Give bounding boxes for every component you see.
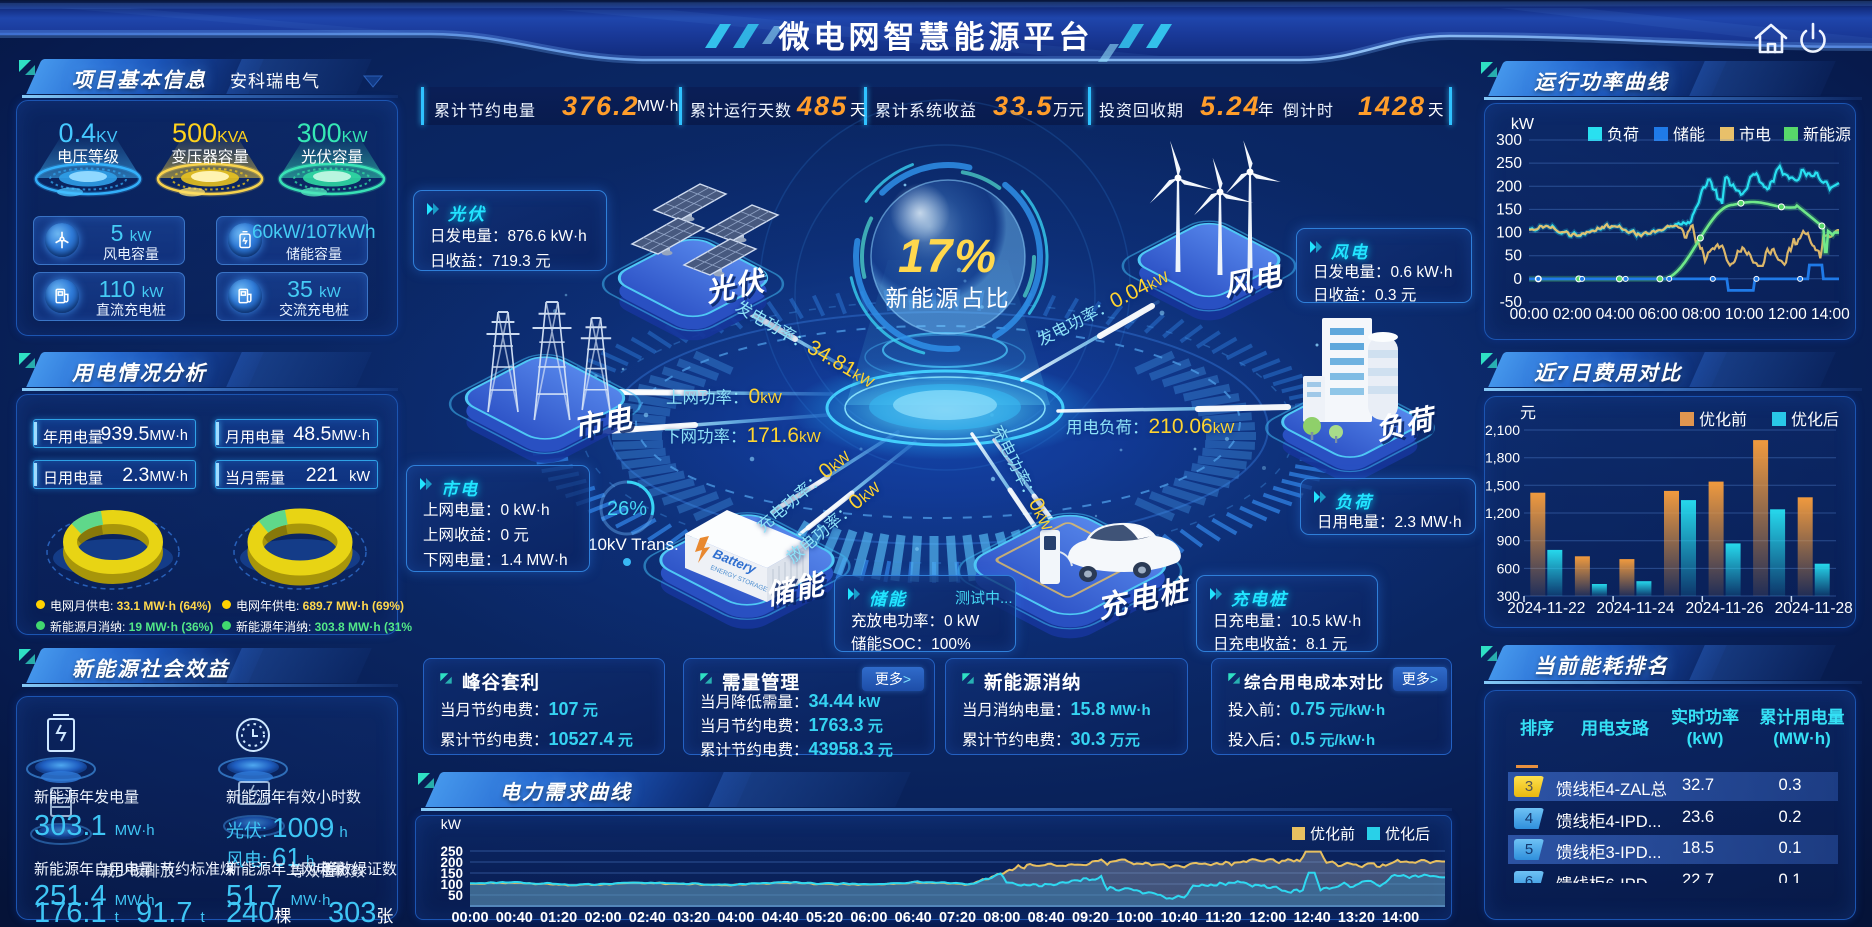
- svg-text:06:00: 06:00: [850, 910, 887, 926]
- svg-text:300: 300: [1497, 588, 1521, 604]
- svg-text:26%: 26%: [607, 498, 647, 520]
- svg-text:250: 250: [440, 844, 463, 859]
- svg-text:负荷: 负荷: [1607, 126, 1639, 144]
- svg-text:04:00: 04:00: [1596, 306, 1635, 323]
- svg-text:04:00: 04:00: [717, 910, 754, 926]
- svg-text:08:00: 08:00: [1682, 306, 1721, 323]
- svg-text:17%: 17%: [898, 229, 998, 282]
- svg-text:-50: -50: [1500, 294, 1523, 311]
- svg-text:10:00: 10:00: [1116, 910, 1153, 926]
- svg-text:50: 50: [1505, 248, 1523, 265]
- svg-text:200: 200: [440, 855, 463, 870]
- svg-text:200: 200: [1496, 178, 1522, 195]
- svg-text:600: 600: [1497, 560, 1521, 576]
- svg-text:01:20: 01:20: [540, 910, 577, 926]
- svg-text:微电网智慧能源平台: 微电网智慧能源平台: [778, 20, 1094, 55]
- svg-text:09:20: 09:20: [1072, 910, 1109, 926]
- svg-text:12:00: 12:00: [1249, 910, 1286, 926]
- svg-text:00:40: 00:40: [496, 910, 533, 926]
- svg-text:07:20: 07:20: [939, 910, 976, 926]
- svg-text:储能: 储能: [1673, 126, 1705, 144]
- svg-text:2024-11-24: 2024-11-24: [1596, 600, 1675, 617]
- svg-text:00:00: 00:00: [451, 910, 488, 926]
- svg-text:市电: 市电: [1739, 126, 1771, 144]
- svg-text:900: 900: [1497, 533, 1521, 549]
- svg-text:06:00: 06:00: [1639, 306, 1678, 323]
- svg-text:元: 元: [1520, 405, 1536, 422]
- svg-text:优化前: 优化前: [1699, 411, 1747, 429]
- svg-text:150: 150: [1496, 201, 1522, 218]
- svg-text:优化后: 优化后: [1791, 411, 1839, 429]
- svg-text:04:40: 04:40: [762, 910, 799, 926]
- svg-text:00:00: 00:00: [1510, 306, 1549, 323]
- svg-text:300: 300: [1496, 132, 1522, 149]
- svg-text:新能源: 新能源: [1803, 126, 1851, 144]
- svg-text:13:20: 13:20: [1338, 910, 1375, 926]
- svg-text:12:40: 12:40: [1294, 910, 1331, 926]
- svg-text:优化后: 优化后: [1385, 826, 1430, 843]
- svg-text:kW: kW: [1511, 116, 1535, 133]
- svg-text:03:20: 03:20: [673, 910, 710, 926]
- svg-text:02:40: 02:40: [629, 910, 666, 926]
- svg-text:50: 50: [448, 888, 463, 903]
- svg-text:05:20: 05:20: [806, 910, 843, 926]
- svg-text:2024-11-28: 2024-11-28: [1775, 600, 1853, 617]
- svg-text:100: 100: [440, 877, 463, 892]
- svg-text:12:00: 12:00: [1768, 306, 1807, 323]
- svg-text:14:00: 14:00: [1382, 910, 1419, 926]
- svg-text:14:00: 14:00: [1811, 306, 1850, 323]
- svg-text:优化前: 优化前: [1310, 826, 1355, 843]
- svg-text:2,100: 2,100: [1485, 422, 1520, 438]
- svg-text:2024-11-26: 2024-11-26: [1686, 600, 1764, 617]
- svg-text:kW: kW: [441, 816, 462, 832]
- svg-text:250: 250: [1496, 155, 1522, 172]
- svg-text:08:40: 08:40: [1028, 910, 1065, 926]
- svg-text:02:00: 02:00: [584, 910, 621, 926]
- svg-text:06:40: 06:40: [895, 910, 932, 926]
- svg-text:1,500: 1,500: [1485, 477, 1520, 493]
- svg-text:0: 0: [1513, 271, 1522, 288]
- svg-text:2024-11-22: 2024-11-22: [1507, 600, 1585, 617]
- svg-text:11:20: 11:20: [1205, 910, 1241, 926]
- svg-text:08:00: 08:00: [983, 910, 1020, 926]
- svg-text:10:00: 10:00: [1725, 306, 1764, 323]
- svg-text:100: 100: [1496, 225, 1522, 242]
- svg-text:02:00: 02:00: [1553, 306, 1592, 323]
- svg-text:10:40: 10:40: [1161, 910, 1198, 926]
- svg-text:1,800: 1,800: [1485, 450, 1520, 466]
- svg-text:1,200: 1,200: [1485, 505, 1520, 521]
- svg-text:新能源占比: 新能源占比: [886, 285, 1011, 311]
- svg-text:150: 150: [440, 866, 463, 881]
